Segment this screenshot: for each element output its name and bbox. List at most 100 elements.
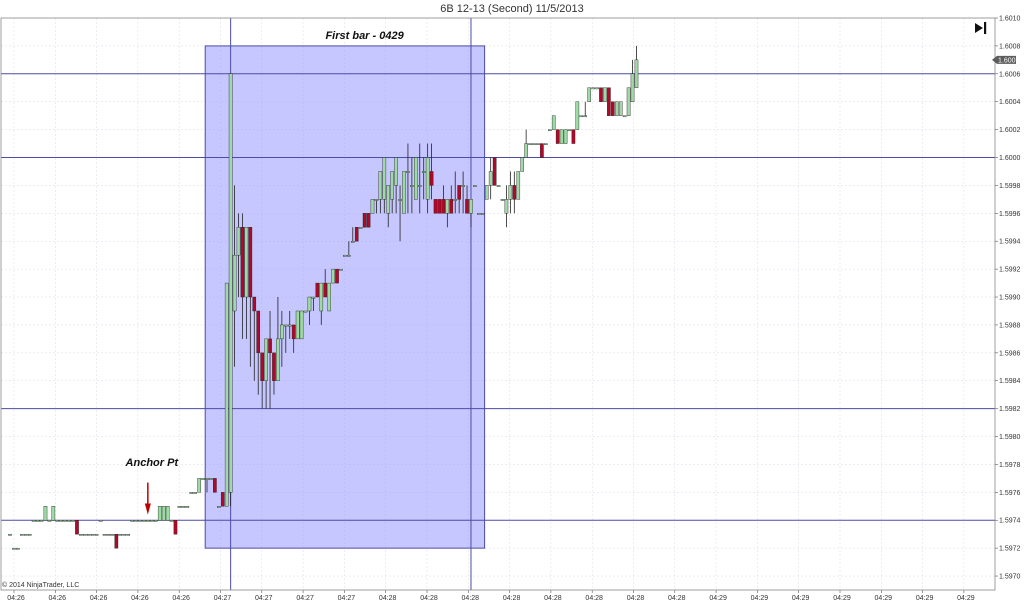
last-price-marker [992, 55, 1016, 64]
candle-body [532, 143, 536, 145]
y-tick-label: 1.5988 [999, 322, 1021, 329]
candle-body [256, 310, 261, 354]
candle-body [347, 254, 351, 257]
candle [287, 310, 292, 339]
candle [220, 492, 225, 507]
y-tick-label: 1.5976 [999, 490, 1021, 497]
candle-body [544, 143, 548, 145]
candle [252, 296, 257, 381]
anchor-arrow-icon [144, 503, 151, 515]
candle [370, 199, 375, 214]
candle-body [94, 533, 99, 536]
candle [169, 520, 174, 522]
candle-body [488, 171, 493, 186]
candle [193, 492, 197, 494]
candle-body [362, 213, 367, 228]
candle [591, 87, 595, 90]
y-tick-label: 1.6000 [999, 155, 1021, 162]
candle [268, 310, 272, 409]
x-tick-label: 04:27 [338, 595, 356, 602]
candle-body [374, 199, 379, 201]
candle [43, 506, 48, 521]
candle [8, 533, 12, 536]
horizontal-lines[interactable] [1, 73, 995, 521]
candle-body [540, 143, 544, 158]
candle [55, 520, 60, 522]
candle-body [27, 533, 32, 536]
candle-body [315, 282, 320, 298]
x-tick-label: 04:28 [503, 595, 521, 602]
candle-body [473, 185, 477, 187]
candle-body [579, 115, 584, 118]
candle [146, 520, 150, 522]
candle [280, 310, 284, 367]
candle-body [563, 129, 568, 144]
candle-body [201, 478, 205, 480]
y-tick-label: 1.5980 [999, 434, 1021, 441]
candle [484, 185, 489, 200]
candle [335, 268, 339, 284]
candle-body [122, 533, 127, 536]
candle [150, 520, 154, 522]
skip-to-end-icon[interactable] [975, 23, 983, 33]
candle [232, 185, 237, 367]
candle [414, 157, 418, 200]
candle-body [228, 73, 233, 493]
candle [209, 478, 213, 480]
go-to-end-button[interactable] [975, 22, 987, 34]
candle [540, 143, 544, 158]
candle-body [90, 533, 95, 536]
candle-body [366, 213, 371, 228]
candle [161, 506, 166, 521]
candle-body [248, 227, 253, 298]
candle [75, 520, 79, 535]
candle-body [524, 143, 528, 158]
candle-body [477, 213, 481, 215]
candle-body [20, 533, 24, 536]
candle [469, 199, 473, 228]
candle-body [587, 87, 591, 102]
candle [441, 185, 446, 214]
candle [402, 171, 406, 214]
candle-body [547, 129, 552, 132]
candle [488, 157, 493, 200]
candle [390, 171, 394, 214]
candle-body [260, 352, 264, 381]
candle [94, 533, 99, 536]
candle-body [421, 171, 426, 173]
candle-body [465, 199, 469, 214]
candle-body [481, 213, 485, 215]
candle-body [575, 101, 580, 130]
candle-body [130, 520, 134, 522]
candle-body [16, 547, 20, 550]
candle-body [157, 506, 162, 521]
candle-body [508, 185, 513, 200]
y-tick-label: 1.5986 [999, 350, 1021, 357]
candle [59, 520, 64, 522]
x-tick-label: 04:28 [462, 595, 480, 602]
y-tick-label: 1.6006 [999, 71, 1021, 78]
candle-body [268, 338, 272, 354]
candle-body [398, 199, 402, 201]
candle-body [173, 520, 178, 535]
candle [217, 506, 221, 508]
candle-body [205, 478, 209, 480]
x-tick-label: 04:28 [544, 595, 562, 602]
candle [138, 520, 142, 522]
candle [343, 254, 347, 257]
candle [71, 520, 75, 522]
candle [323, 269, 328, 298]
candle-body [559, 129, 564, 144]
candle [315, 282, 320, 298]
candle [504, 185, 509, 228]
candle [366, 213, 371, 228]
candle [189, 492, 194, 494]
candle [157, 506, 162, 521]
chart-title: 6B 12-13 (Second) 11/5/2013 [440, 3, 584, 15]
candle-body [350, 241, 355, 243]
x-tick-label: 04:28 [420, 595, 438, 602]
candle [16, 547, 20, 550]
candle-body [153, 520, 158, 522]
